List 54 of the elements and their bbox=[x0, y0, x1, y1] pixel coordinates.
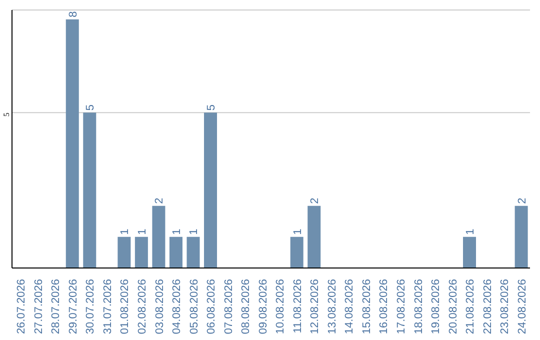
bar bbox=[134, 236, 148, 268]
x-tick-label: 14.08.2026 bbox=[344, 279, 356, 334]
data-label: 1 bbox=[188, 228, 200, 235]
x-tick-label: 27.07.2026 bbox=[32, 279, 45, 334]
x-tick-label: 22.08.2026 bbox=[482, 279, 494, 334]
bar bbox=[169, 236, 182, 268]
bar bbox=[290, 236, 304, 268]
x-tick-label: 12.08.2026 bbox=[309, 279, 322, 334]
x-tick-label: 18.08.2026 bbox=[412, 279, 425, 334]
x-tick-label: 19.08.2026 bbox=[430, 279, 442, 334]
data-label: 2 bbox=[516, 198, 528, 204]
x-tick-label: 29.07.2026 bbox=[67, 279, 80, 334]
bar bbox=[83, 112, 96, 268]
x-tick-label: 03.08.2026 bbox=[154, 279, 166, 334]
x-tick-label: 07.08.2026 bbox=[222, 279, 235, 334]
x-tick-label: 04.08.2026 bbox=[171, 279, 184, 334]
x-tick-label: 23.08.2026 bbox=[499, 279, 512, 334]
x-tick-label: 26.07.2026 bbox=[16, 279, 28, 334]
bar bbox=[308, 206, 321, 268]
x-tick-label: 24.08.2026 bbox=[516, 279, 528, 334]
bar bbox=[66, 19, 79, 268]
x-tick-label: 28.07.2026 bbox=[50, 279, 62, 334]
data-label: 1 bbox=[136, 228, 148, 235]
x-tick-label: 11.08.2026 bbox=[292, 279, 304, 334]
data-label: 1 bbox=[119, 228, 132, 235]
data-label: 1 bbox=[170, 228, 183, 235]
x-tick-label: 08.08.2026 bbox=[240, 279, 252, 334]
x-tick-label: 15.08.2026 bbox=[360, 279, 373, 334]
bar bbox=[186, 236, 200, 268]
data-label: 5 bbox=[84, 104, 97, 111]
x-tick-label: 20.08.2026 bbox=[447, 279, 460, 334]
data-label: 1 bbox=[464, 228, 477, 235]
bar bbox=[204, 112, 218, 268]
x-tick-label: 06.08.2026 bbox=[206, 279, 218, 334]
x-tick-label: 02.08.2026 bbox=[136, 279, 148, 334]
data-label: 1 bbox=[292, 228, 304, 235]
x-tick-label: 09.08.2026 bbox=[257, 279, 270, 334]
bar bbox=[463, 236, 476, 268]
x-tick-label: 05.08.2026 bbox=[188, 279, 200, 334]
data-label: 2 bbox=[154, 198, 166, 204]
bar bbox=[514, 206, 528, 268]
x-tick-label: 13.08.2026 bbox=[326, 279, 338, 334]
x-tick-label: 31.07.2026 bbox=[102, 279, 114, 334]
x-tick-label: 21.08.2026 bbox=[464, 279, 477, 334]
data-label: 2 bbox=[309, 198, 322, 204]
x-tick-label: 01.08.2026 bbox=[119, 279, 132, 334]
x-tick-label: 16.08.2026 bbox=[378, 279, 390, 334]
x-tick-label: 30.07.2026 bbox=[84, 279, 97, 334]
x-tick-label: 10.08.2026 bbox=[274, 279, 287, 334]
data-label: 8 bbox=[67, 11, 80, 18]
bar bbox=[118, 236, 131, 268]
bar bbox=[152, 206, 166, 268]
x-tick-label: 17.08.2026 bbox=[396, 279, 408, 334]
data-label: 5 bbox=[206, 104, 218, 111]
